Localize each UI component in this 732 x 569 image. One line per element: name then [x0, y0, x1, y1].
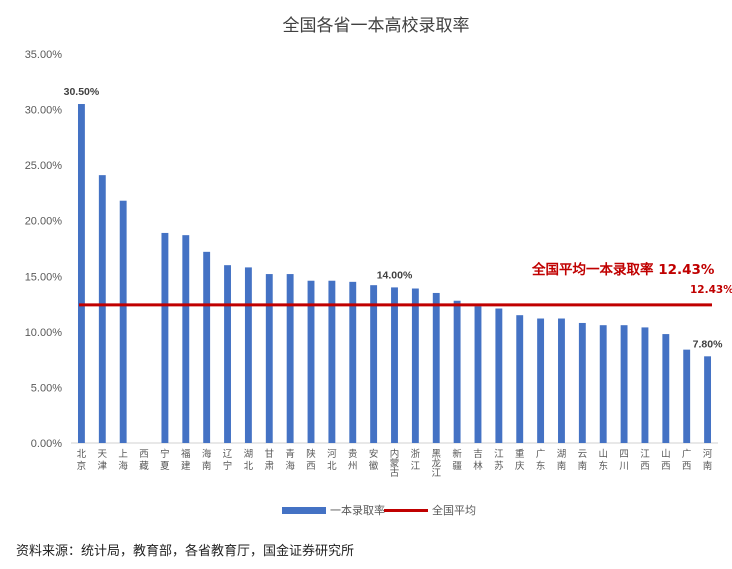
x-tick-label: 上海 — [118, 449, 128, 472]
legend-item-bar: 一本录取率 — [330, 503, 385, 517]
bar — [349, 281, 357, 443]
x-tick-label: 江苏 — [494, 449, 504, 472]
x-tick-label: 宁夏 — [160, 448, 170, 472]
x-tick-label: 安徽 — [369, 448, 379, 472]
bar — [244, 267, 252, 443]
x-tick-label: 西藏 — [139, 449, 149, 472]
data-label: 14.00% — [377, 269, 413, 281]
y-tick-label: 35.00% — [25, 49, 63, 61]
x-tick-label: 辽宁 — [223, 448, 233, 472]
x-tick-label: 陕西 — [306, 448, 316, 472]
bar — [182, 235, 190, 443]
source-note: 资料来源：统计局，教育部，各省教育厅，国金证券研究所 — [16, 544, 355, 559]
bar — [662, 334, 670, 443]
bar — [495, 308, 503, 443]
x-tick-label: 天津 — [98, 449, 108, 472]
bar — [620, 325, 628, 443]
data-label: 7.80% — [693, 338, 723, 350]
bar — [161, 232, 169, 443]
bar — [203, 251, 211, 443]
x-tick-label: 江西 — [640, 449, 650, 472]
x-tick-label: 海南 — [202, 448, 212, 472]
x-tick-label: 湖北 — [244, 449, 254, 472]
bar — [474, 306, 482, 443]
x-tick-label: 福建 — [181, 448, 191, 472]
x-tick-label: 甘肃 — [265, 448, 275, 472]
y-tick-label: 20.00% — [25, 216, 63, 228]
x-tick-label: 河北 — [327, 448, 337, 472]
bar — [328, 280, 336, 443]
x-tick-label: 湖南 — [557, 449, 567, 472]
bar — [286, 274, 294, 443]
bar — [411, 288, 419, 443]
average-annotation: 全国平均一本录取率 12.43% — [531, 261, 715, 278]
y-tick-label: 0.00% — [31, 438, 62, 450]
bar — [391, 287, 398, 443]
x-tick-label: 吉林 — [473, 449, 483, 472]
average-value-label: 12.43% — [690, 284, 732, 296]
bar — [370, 285, 378, 443]
x-tick-label: 内蒙古 — [390, 448, 400, 479]
bar — [558, 318, 565, 443]
bar — [77, 104, 85, 443]
y-tick-label: 25.00% — [25, 160, 63, 172]
x-tick-label: 浙江 — [411, 448, 421, 472]
bar — [683, 349, 691, 443]
y-axis: 0.00% 5.00% 10.00% 15.00% 20.00% 25.00% 30.00%… — [25, 49, 63, 450]
bar — [265, 274, 273, 443]
x-tick-label: 广东 — [536, 448, 546, 472]
y-tick-label: 30.00% — [25, 105, 63, 117]
x-tick-label: 山东 — [598, 449, 608, 472]
bar — [537, 318, 545, 443]
x-tick-label: 北京 — [77, 449, 87, 472]
bar — [224, 265, 231, 443]
x-tick-label: 河南 — [703, 448, 713, 472]
x-tick-label: 青海 — [285, 448, 295, 472]
bar — [641, 327, 649, 443]
bar — [307, 280, 315, 443]
chart: 全国各省一本高校录取率 0.00% 5.00% 10.00% 15.00% 20.00%… — [25, 16, 732, 517]
bar — [578, 322, 586, 443]
data-label: 30.50% — [64, 86, 100, 98]
bar — [119, 200, 127, 443]
legend-swatch-average — [384, 509, 428, 512]
bar — [599, 325, 607, 443]
y-tick-label: 5.00% — [31, 382, 62, 394]
bar — [432, 292, 440, 443]
bar — [453, 300, 461, 443]
x-tick-label: 贵州 — [348, 448, 358, 472]
bar — [704, 356, 712, 443]
y-tick-label: 10.00% — [25, 327, 63, 339]
x-tick-label: 黑龙江 — [431, 449, 441, 479]
bar — [98, 175, 106, 443]
legend-swatch-bar — [282, 507, 326, 514]
legend-item-average: 全国平均 — [432, 503, 476, 517]
x-tick-label: 云南 — [578, 449, 588, 472]
x-tick-label: 重庆 — [515, 448, 525, 472]
x-tick-label: 四川 — [619, 449, 629, 472]
x-tick-label: 新疆 — [452, 448, 462, 472]
chart-title: 全国各省一本高校录取率 — [283, 16, 470, 36]
x-tick-label: 广西 — [682, 448, 692, 472]
data-labels: 30.50% 14.00% 7.80% — [64, 86, 723, 350]
x-tick-label: 山西 — [661, 449, 671, 472]
legend: 一本录取率 全国平均 — [282, 503, 476, 517]
bar-series — [77, 104, 712, 443]
y-tick-label: 15.00% — [25, 271, 63, 283]
bar — [516, 315, 524, 443]
